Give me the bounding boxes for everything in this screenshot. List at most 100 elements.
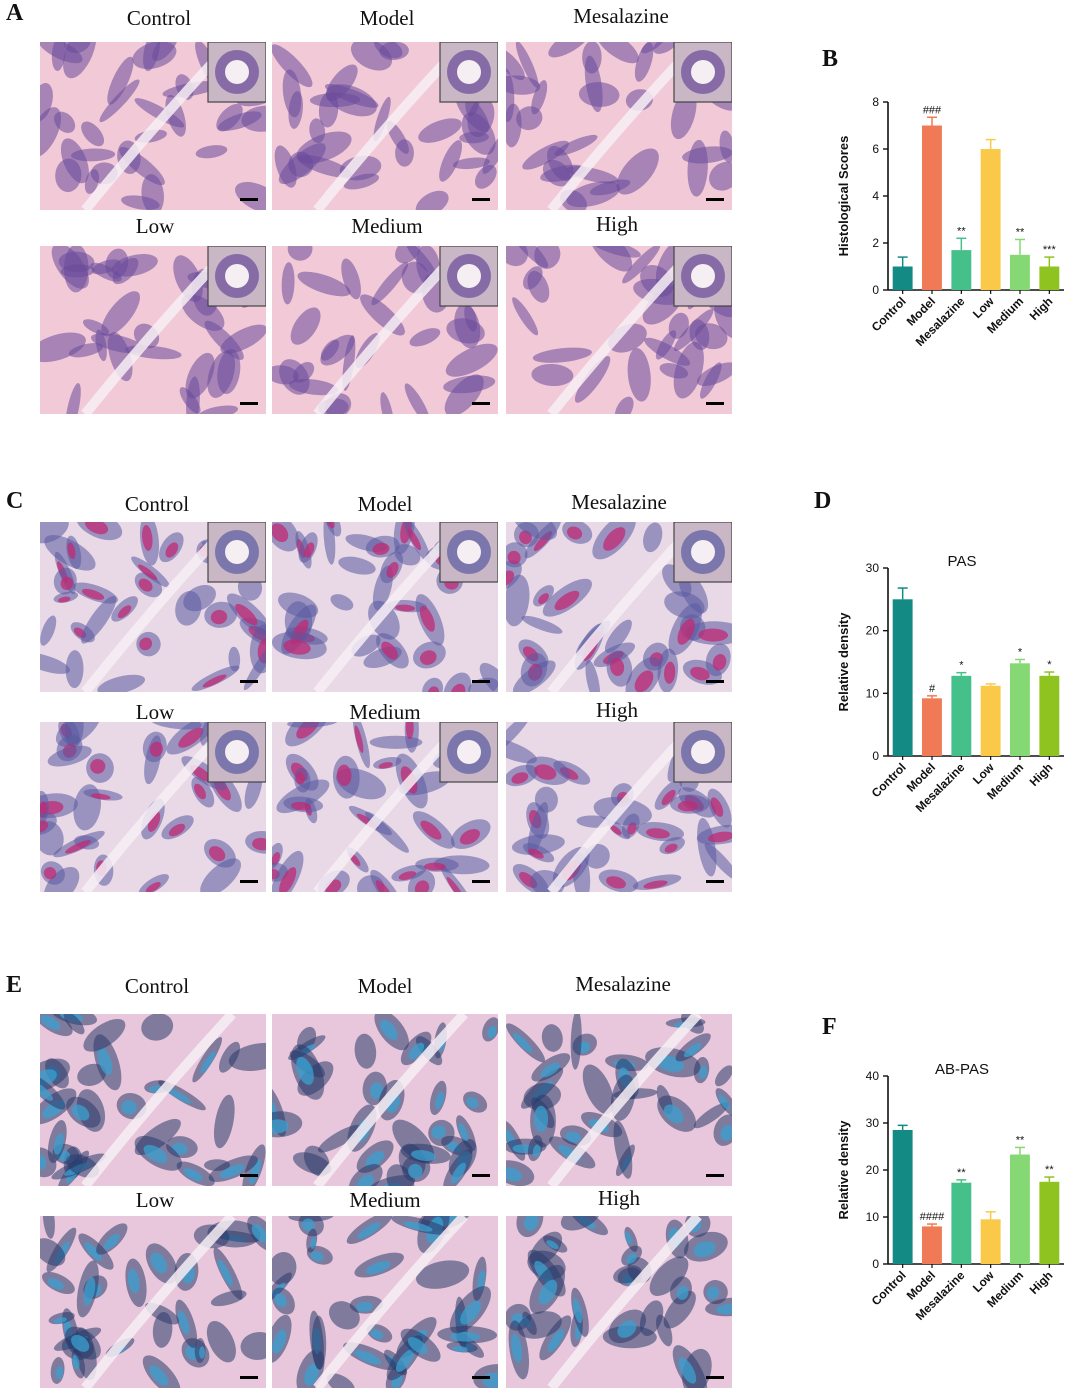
- chart-d-y-tick-label: 10: [866, 686, 880, 700]
- chart-f-significance-medium: **: [1016, 1134, 1025, 1146]
- chart-f-significance-high: **: [1045, 1164, 1054, 1176]
- image-label-a-medium: Medium: [351, 214, 423, 238]
- chart-d-y-axis-label: Relative density: [836, 612, 851, 712]
- chart-b-error-bar-model: [927, 116, 937, 126]
- image-label-a-control: Control: [126, 6, 192, 30]
- image-label-e-mesalazine: Mesalazine: [575, 972, 671, 996]
- micrograph-a-model: [272, 42, 498, 210]
- chart-d-significance-high: *: [1047, 659, 1052, 671]
- chart-f-significance-model: ####: [920, 1211, 945, 1223]
- chart-b-y-tick-label: 2: [872, 236, 879, 250]
- chart-b-bar-mesalazine: [951, 250, 972, 290]
- chart-f-bar-low: [980, 1219, 1001, 1264]
- micrograph-e-control: [40, 1014, 266, 1186]
- micrograph-a-low: [40, 246, 266, 414]
- chart-d-significance-model: #: [929, 683, 936, 695]
- chart-f-svg: AB-PAS Relative density 0 10 20 30 40 Control ##…: [836, 1061, 1064, 1323]
- chart-f-error-bar-control: [897, 1124, 908, 1131]
- image-label-c-high: High: [596, 698, 638, 722]
- chart-d-error-bar-low: [985, 683, 996, 686]
- chart-b-error-bar-mesalazine: [956, 237, 967, 251]
- micrograph-e-high: [506, 1216, 732, 1388]
- chart-d-error-bar-mesalazine: [956, 671, 967, 676]
- image-label-a-high: High: [596, 212, 638, 236]
- image-label-e-control: Control: [124, 974, 190, 998]
- chart-b-error-bar-medium: [1015, 238, 1025, 255]
- chart-b-significance-high: ***: [1043, 244, 1057, 256]
- micrograph-a-high: [506, 246, 732, 414]
- micrograph-e-mesalazine: [506, 1014, 732, 1186]
- image-label-e-low: Low: [135, 1188, 175, 1212]
- chart-f-x-tick-label-control: Control: [869, 1268, 909, 1308]
- micrograph-a-medium: [272, 246, 498, 414]
- panel-letter-c: C: [6, 488, 24, 514]
- chart-d-y-tick-label: 20: [866, 624, 880, 638]
- chart-b-significance-model: ###: [923, 104, 942, 116]
- chart-b-bar-high: [1039, 266, 1060, 290]
- panel-letter-a: A: [6, 0, 24, 26]
- chart-f-error-bar-high: [1044, 1176, 1055, 1182]
- chart-b-y-tick-label: 4: [872, 189, 879, 203]
- chart-f-y-tick-label: 40: [866, 1069, 880, 1083]
- image-label-c-model: Model: [357, 492, 413, 516]
- chart-f-y-tick-label: 30: [866, 1116, 880, 1130]
- chart-b-y-axis-label: Histological Scores: [836, 136, 851, 257]
- micrograph-a-control: [40, 42, 266, 210]
- chart-b-error-bar-low: [985, 138, 996, 149]
- image-label-a-model: Model: [359, 6, 415, 30]
- panel-letter-f: F: [822, 1014, 837, 1040]
- image-label-c-low: Low: [135, 700, 175, 724]
- image-label-e-high: High: [598, 1186, 640, 1210]
- micrograph-e-low: [40, 1216, 266, 1388]
- chart-d-x-tick-label-control: Control: [869, 760, 909, 800]
- chart-f-bar-mesalazine: [951, 1182, 972, 1264]
- chart-f-bar-model: [922, 1226, 942, 1264]
- chart-b-y-tick-label: 6: [872, 142, 879, 156]
- chart-f-title: AB-PAS: [935, 1061, 989, 1078]
- micrograph-c-mesalazine: [506, 522, 732, 692]
- chart-d-error-bar-model: [927, 695, 937, 699]
- chart-f-error-bar-mesalazine: [956, 1179, 967, 1183]
- image-label-a-low: Low: [135, 214, 175, 238]
- chart-d-bar-high: [1039, 675, 1060, 756]
- chart-f-y-tick-label: 0: [872, 1257, 879, 1271]
- chart-f-y-tick-label: 10: [866, 1210, 880, 1224]
- image-label-e-model: Model: [357, 974, 413, 998]
- chart-f-bar-high: [1039, 1181, 1060, 1265]
- chart-b-y-tick-label: 8: [872, 95, 879, 109]
- chart-d-bar-control: [892, 599, 913, 756]
- chart-f-x-tick-label-high: High: [1027, 1268, 1056, 1297]
- micrograph-e-model: [272, 1014, 498, 1186]
- chart-b-significance-medium: **: [1016, 226, 1025, 238]
- chart-b-bar-medium: [1010, 254, 1030, 291]
- chart-d-y-tick-label: 30: [866, 561, 880, 575]
- chart-b-svg: Histological Scores02468Control###Model*…: [836, 95, 1064, 349]
- chart-d-error-bar-control: [897, 587, 908, 600]
- chart-f-bar-medium: [1010, 1154, 1030, 1264]
- image-label-c-control: Control: [124, 492, 190, 516]
- chart-f-error-bar-low: [985, 1211, 996, 1220]
- chart-f-significance-mesalazine: **: [957, 1167, 966, 1179]
- chart-d-bar-model: [922, 698, 942, 756]
- chart-b-bar-low: [980, 149, 1001, 290]
- chart-d-error-bar-high: [1044, 671, 1055, 676]
- image-label-c-medium: Medium: [349, 700, 421, 724]
- chart-d-y-tick-label: 0: [872, 749, 879, 763]
- chart-f-y-tick-label: 20: [866, 1163, 880, 1177]
- chart-d-bar-medium: [1010, 663, 1030, 756]
- image-label-c-mesalazine: Mesalazine: [571, 490, 667, 514]
- chart-histological-scores: Histological Scores 0 2 4 6 8 Control ### Model *…: [826, 82, 1080, 382]
- micrograph-a-mesalazine: [506, 42, 732, 210]
- chart-d-error-bar-medium: [1015, 658, 1025, 664]
- chart-d-significance-mesalazine: *: [959, 660, 964, 672]
- chart-d-bar-mesalazine: [951, 675, 972, 756]
- chart-b-x-tick-label-high: High: [1027, 294, 1056, 323]
- chart-f-error-bar-model: [927, 1223, 937, 1227]
- panel-letter-d: D: [814, 488, 832, 514]
- panel-letter-e: E: [6, 972, 23, 998]
- chart-b-error-bar-control: [897, 256, 908, 267]
- chart-f-error-bar-medium: [1015, 1146, 1025, 1155]
- micrograph-c-low: [40, 722, 266, 892]
- chart-pas-density: PAS Relative density 0 10 20 30 Control # Model *…: [826, 548, 1080, 848]
